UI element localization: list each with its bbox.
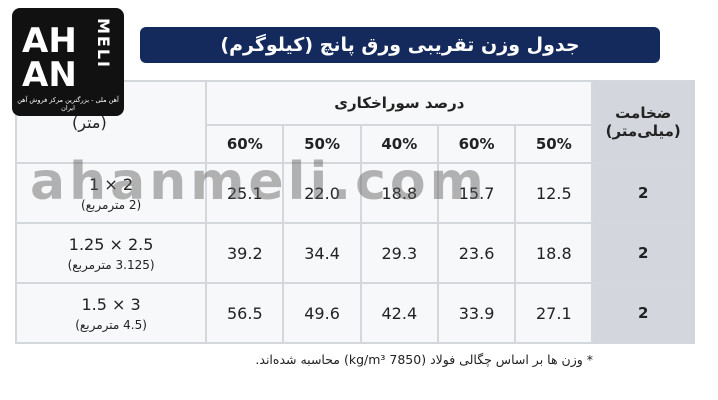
logo-text: MELI [94,18,113,69]
weight-cell: 34.4 [282,222,362,284]
thickness-header: ضخامت (میلی‌متر) [591,80,695,164]
weight-cell: 18.8 [359,162,439,224]
data-row: 2 18.8 23.6 29.3 34.4 39.2 2.5 × 1.25 (3.125 مت… [14,222,695,284]
data-row: 2 12.5 15.7 18.8 22.0 25.1 2 × 1 (2 مترمربع) [14,162,695,224]
weight-cell: 23.6 [436,222,517,284]
weight-cell: 12.5 [514,162,594,224]
weight-cell: 56.5 [205,282,285,344]
size-text: 3 × 1.5 [81,294,141,314]
footnote: * وزن ها بر اساس چگالی فولاد (7850 kg/m³… [255,352,593,367]
title-bar: جدول وزن تقریبی ورق پانچ (کیلوگرم) [140,27,660,63]
area-text: (4.5 مترمربع) [75,317,147,332]
thickness-cell: 2 [591,162,695,224]
weight-cell: 33.9 [436,282,517,344]
weight-table: ضخامت (میلی‌متر) درصد سوراخکاری (متر) 50% 60… [14,80,695,344]
thickness-cell: 2 [591,282,695,344]
weight-cell: 29.3 [359,222,439,284]
area-text: (3.125 مترمربع) [67,257,155,272]
size-text: 2 × 1 [89,174,134,194]
weight-cell: 42.4 [359,282,439,344]
logo-text: AN [22,55,77,95]
logo: AH AN MELI آهن ملی - بزرگترین مرکز فروش … [12,8,124,116]
dimension-cell: 2 × 1 (2 مترمربع) [14,162,208,224]
weight-cell: 27.1 [514,282,594,344]
percent-header: 50% [282,124,362,164]
area-text: (2 مترمربع) [80,197,142,212]
dimension-cell: 2.5 × 1.25 (3.125 مترمربع) [14,222,208,284]
dimension-cell: 3 × 1.5 (4.5 مترمربع) [14,282,208,344]
group-header: درصد سوراخکاری [205,80,594,126]
thickness-cell: 2 [591,222,695,284]
weight-cell: 15.7 [436,162,517,224]
size-text: 2.5 × 1.25 [68,234,154,254]
percent-row: 50% 60% 40% 50% 60% [16,124,694,164]
percent-header: 60% [436,124,517,164]
weight-cell: 39.2 [205,222,285,284]
weight-cell: 18.8 [514,222,594,284]
weight-cell: 22.0 [282,162,362,224]
logo-tagline: آهن ملی - بزرگترین مرکز فروش آهن ایران [17,96,119,112]
percent-header: 50% [514,124,594,164]
logo-text: AH [22,21,77,61]
data-row: 2 27.1 33.9 42.4 49.6 56.5 3 × 1.5 (4.5 مترمربع… [14,282,695,344]
weight-cell: 25.1 [205,162,285,224]
percent-header: 40% [359,124,439,164]
percent-header: 60% [205,124,285,164]
weight-cell: 49.6 [282,282,362,344]
